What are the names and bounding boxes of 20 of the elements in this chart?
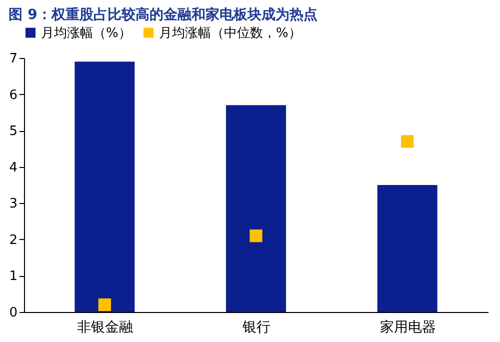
y-tick-label: 2 xyxy=(9,232,18,248)
y-tick-label: 0 xyxy=(9,306,18,320)
point xyxy=(250,229,262,242)
y-tick-label: 3 xyxy=(9,196,18,212)
x-tick-label: 家用电器 xyxy=(380,320,436,336)
y-tick-label: 4 xyxy=(9,160,18,176)
legend-label: 月均涨幅（中位数，%） xyxy=(159,26,302,41)
legend-label: 月均涨幅（%） xyxy=(41,26,132,41)
bar xyxy=(226,105,286,312)
y-tick-label: 5 xyxy=(9,124,18,140)
point xyxy=(98,298,111,312)
chart-title: 图 9：权重股占比较高的金融和家电板块成为热点 xyxy=(8,6,318,23)
x-tick-label: 银行 xyxy=(242,320,270,336)
point xyxy=(401,135,414,148)
x-tick-label: 非银金融 xyxy=(77,320,134,336)
bar xyxy=(74,62,135,312)
y-tick-label: 1 xyxy=(9,269,18,284)
bar xyxy=(377,185,438,312)
y-tick-label: 6 xyxy=(9,88,18,103)
y-tick-label: 7 xyxy=(9,52,18,66)
